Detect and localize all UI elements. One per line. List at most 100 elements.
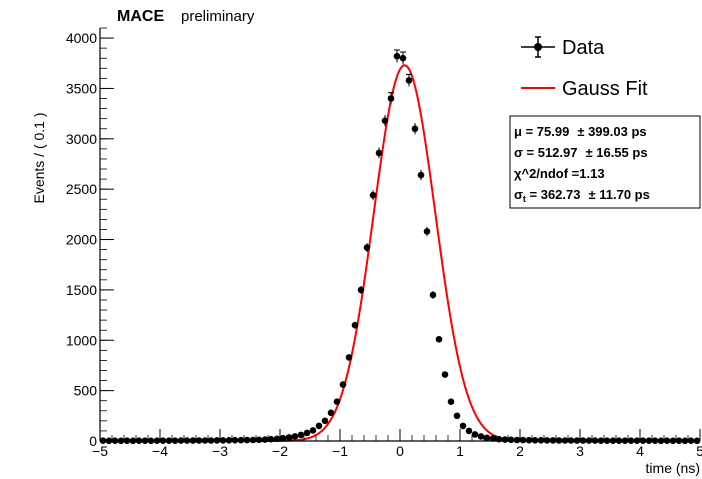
stats-sigma-t-error: ± 11.70 ps	[588, 187, 649, 202]
stats-mu-value: = 75.99	[522, 124, 569, 139]
stats-mu-error: ± 399.03 ps	[577, 124, 646, 139]
x-tick-label: 2	[516, 443, 524, 459]
data-point	[423, 228, 431, 235]
data-point	[399, 54, 407, 62]
data-point	[351, 321, 359, 329]
data-point	[219, 437, 227, 444]
data-point	[549, 437, 557, 444]
data-point	[309, 427, 317, 434]
data-point	[483, 434, 491, 442]
legend-data-label: Data	[562, 37, 605, 59]
data-point	[525, 436, 533, 444]
data-point	[369, 191, 377, 199]
data-point	[249, 436, 257, 444]
x-tick-label: −1	[332, 443, 348, 459]
stats-sigma-t-subscript: t	[523, 194, 526, 204]
legend: Data Gauss Fit	[521, 36, 648, 100]
stats-mu-symbol: μ	[514, 124, 522, 139]
data-point	[213, 437, 221, 444]
x-tick-label: 4	[636, 443, 644, 459]
data-point	[381, 117, 389, 124]
data-point	[387, 95, 395, 102]
stats-sigma-error: ± 16.55 ps	[585, 145, 647, 160]
x-tick-label: 5	[696, 443, 702, 459]
legend-fit-label: Gauss Fit	[562, 78, 648, 100]
stats-sigma-t-value: = 362.73	[526, 187, 581, 202]
data-point	[471, 431, 479, 438]
y-tick-label: 4000	[66, 30, 97, 46]
x-tick-label: −2	[272, 443, 288, 459]
data-point	[519, 436, 527, 444]
stats-sigma-t: σt = 362.73 ± 11.70 ps	[514, 187, 650, 204]
data-point	[375, 149, 383, 157]
data-layer	[99, 49, 701, 445]
x-axis-title: time (ns)	[646, 460, 700, 476]
x-tick-label: 3	[576, 443, 584, 459]
y-tick-label: 0	[89, 433, 97, 449]
data-point	[327, 409, 335, 417]
data-point	[279, 434, 287, 442]
stats-chi2: χ^2/ndof =1.13	[514, 166, 605, 181]
stats-sigma: σ = 512.97 ± 16.55 ps	[514, 145, 648, 160]
stats-sigma-value: = 512.97	[523, 145, 578, 160]
data-point	[285, 434, 293, 441]
data-point	[339, 381, 347, 388]
data-point	[231, 436, 239, 444]
data-point	[501, 436, 509, 443]
data-point	[537, 436, 545, 444]
data-point	[261, 436, 269, 443]
x-tick-label: −3	[212, 443, 228, 459]
stats-box-frame	[509, 115, 701, 209]
data-point	[297, 431, 305, 439]
legend-data-marker-dot	[534, 43, 542, 51]
data-point	[543, 437, 551, 444]
data-point	[531, 436, 539, 444]
data-point	[321, 417, 329, 425]
data-point	[291, 433, 299, 440]
y-tick-label: 1000	[66, 332, 97, 348]
data-point	[363, 244, 371, 251]
chart-subtitle: preliminary	[181, 8, 255, 25]
stats-mu: μ = 75.99 ± 399.03 ps	[514, 124, 647, 139]
stats-chi2-symbol: χ	[514, 166, 522, 181]
data-point	[435, 335, 443, 343]
stats-chi2-value: ^2/ndof =1.13	[521, 166, 604, 181]
data-point	[417, 171, 425, 179]
x-tick-label: −5	[92, 443, 108, 459]
data-point	[447, 398, 455, 406]
data-point	[333, 398, 341, 406]
data-point	[237, 436, 245, 444]
x-tick-label: 1	[456, 443, 464, 459]
ticks-layer: −5 −4 −3 −2 −1 0 1 2 3 4 5 0 500 1000 1500 2000 2500 3000…	[66, 27, 702, 459]
data-point	[393, 52, 401, 60]
data-point	[459, 422, 467, 430]
data-point	[489, 435, 497, 442]
y-tick-label: 500	[74, 383, 98, 399]
x-tick-label: 0	[396, 443, 404, 459]
data-point	[243, 436, 251, 444]
data-point	[255, 436, 263, 444]
data-point	[411, 125, 419, 133]
y-tick-label: 1500	[66, 282, 97, 298]
data-point	[507, 436, 515, 444]
data-point	[345, 354, 353, 361]
data-point	[303, 429, 311, 437]
x-tick-label: −4	[152, 443, 168, 459]
chart-title: MACE	[117, 8, 164, 25]
stats-box: μ = 75.99 ± 399.03 ps σ = 512.97 ± 16.55 p…	[509, 115, 701, 209]
data-point	[477, 433, 485, 440]
y-axis-title: Events / ( 0.1 )	[31, 112, 47, 203]
data-point	[315, 422, 323, 430]
data-point	[225, 436, 233, 444]
data-point	[357, 286, 365, 294]
data-point	[465, 427, 473, 435]
stats-sigma-symbol: σ	[514, 145, 523, 160]
data-point	[441, 371, 449, 378]
data-point	[453, 412, 461, 420]
y-tick-label: 3000	[66, 131, 97, 147]
data-point	[405, 77, 413, 84]
data-point	[429, 291, 437, 299]
data-point	[513, 436, 521, 444]
